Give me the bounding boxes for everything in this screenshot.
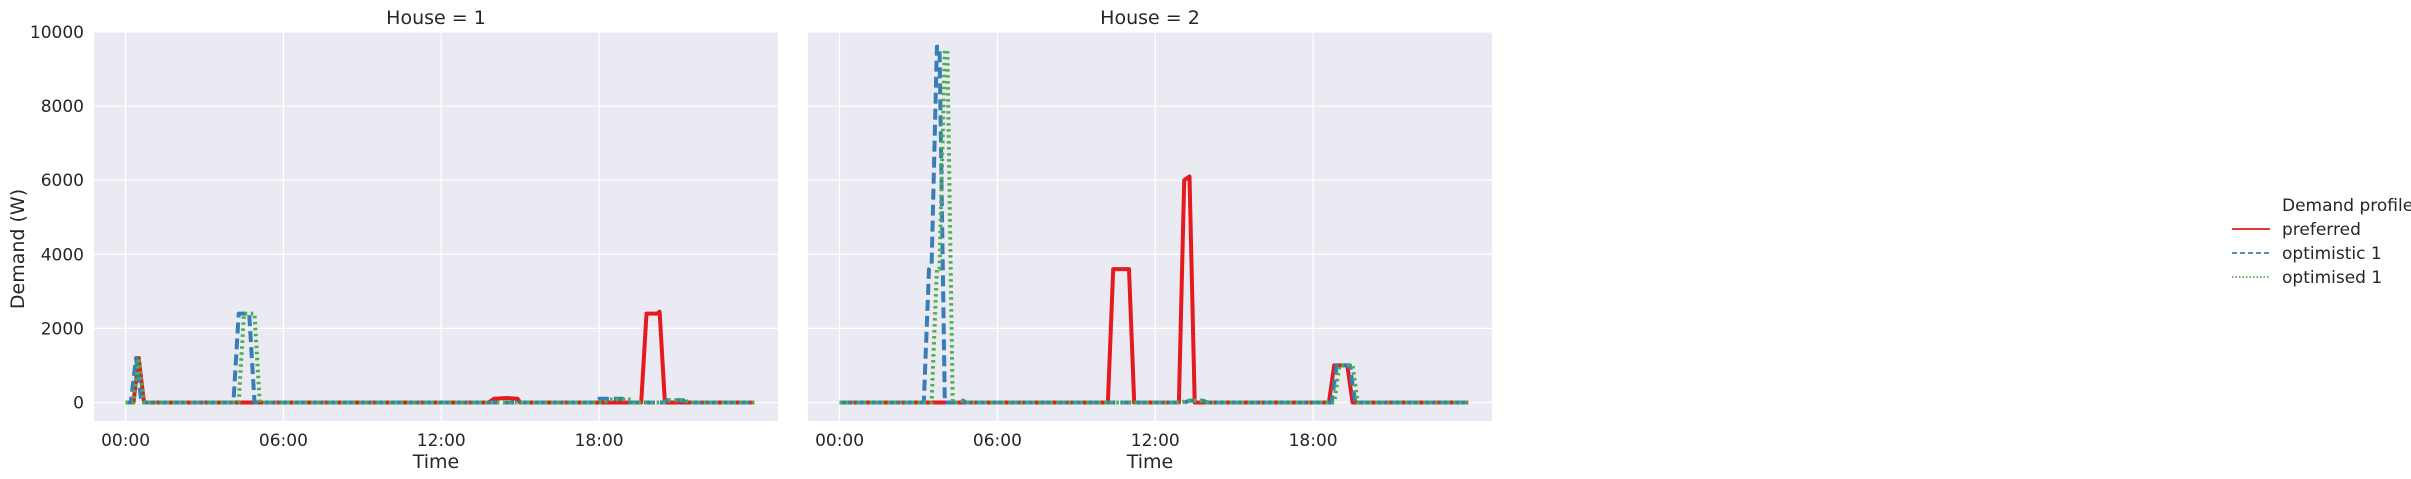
y-tick-label: 0 bbox=[73, 393, 84, 413]
y-tick-label: 10000 bbox=[30, 23, 84, 43]
y-tick-label: 4000 bbox=[41, 245, 84, 265]
x-axis-label: Time bbox=[1126, 451, 1174, 473]
panel-title: House = 1 bbox=[386, 7, 486, 29]
series-line-optimised-1 bbox=[125, 311, 755, 405]
plot-background bbox=[808, 32, 1492, 421]
x-tick-label: 00:00 bbox=[101, 431, 150, 451]
plot-background bbox=[94, 32, 778, 421]
series-line-optimistic-1 bbox=[839, 44, 1469, 405]
x-tick-label: 12:00 bbox=[417, 431, 466, 451]
x-tick-label: 06:00 bbox=[259, 431, 308, 451]
legend-title: Demand profile bbox=[2282, 196, 2411, 216]
legend: Demand profile preferred optimistic 1 optim… bbox=[2232, 196, 2411, 288]
y-tick-label: 6000 bbox=[41, 171, 84, 191]
x-tick-label: 06:00 bbox=[973, 431, 1022, 451]
legend-label: optimistic 1 bbox=[2282, 244, 2382, 264]
legend-label: optimised 1 bbox=[2282, 268, 2382, 288]
x-tick-label: 12:00 bbox=[1131, 431, 1180, 451]
x-axis-label: Time bbox=[412, 451, 460, 473]
y-tick-label: 2000 bbox=[41, 319, 84, 339]
x-tick-label: 00:00 bbox=[815, 431, 864, 451]
legend-label: preferred bbox=[2282, 220, 2361, 240]
x-tick-label: 18:00 bbox=[575, 431, 624, 451]
x-tick-label: 18:00 bbox=[1289, 431, 1338, 451]
y-axis-label: Demand (W) bbox=[7, 189, 29, 309]
panel-title: House = 2 bbox=[1100, 7, 1200, 29]
y-tick-label: 8000 bbox=[41, 97, 84, 117]
panel-house-2: 00:00 06:00 12:00 18:00 House = 2 Time bbox=[808, 7, 1492, 473]
panel-house-1: 0 2000 4000 6000 8000 10000 00:00 06:00 12:00 18:… bbox=[30, 7, 778, 473]
series-line-optimised-1 bbox=[839, 48, 1469, 405]
